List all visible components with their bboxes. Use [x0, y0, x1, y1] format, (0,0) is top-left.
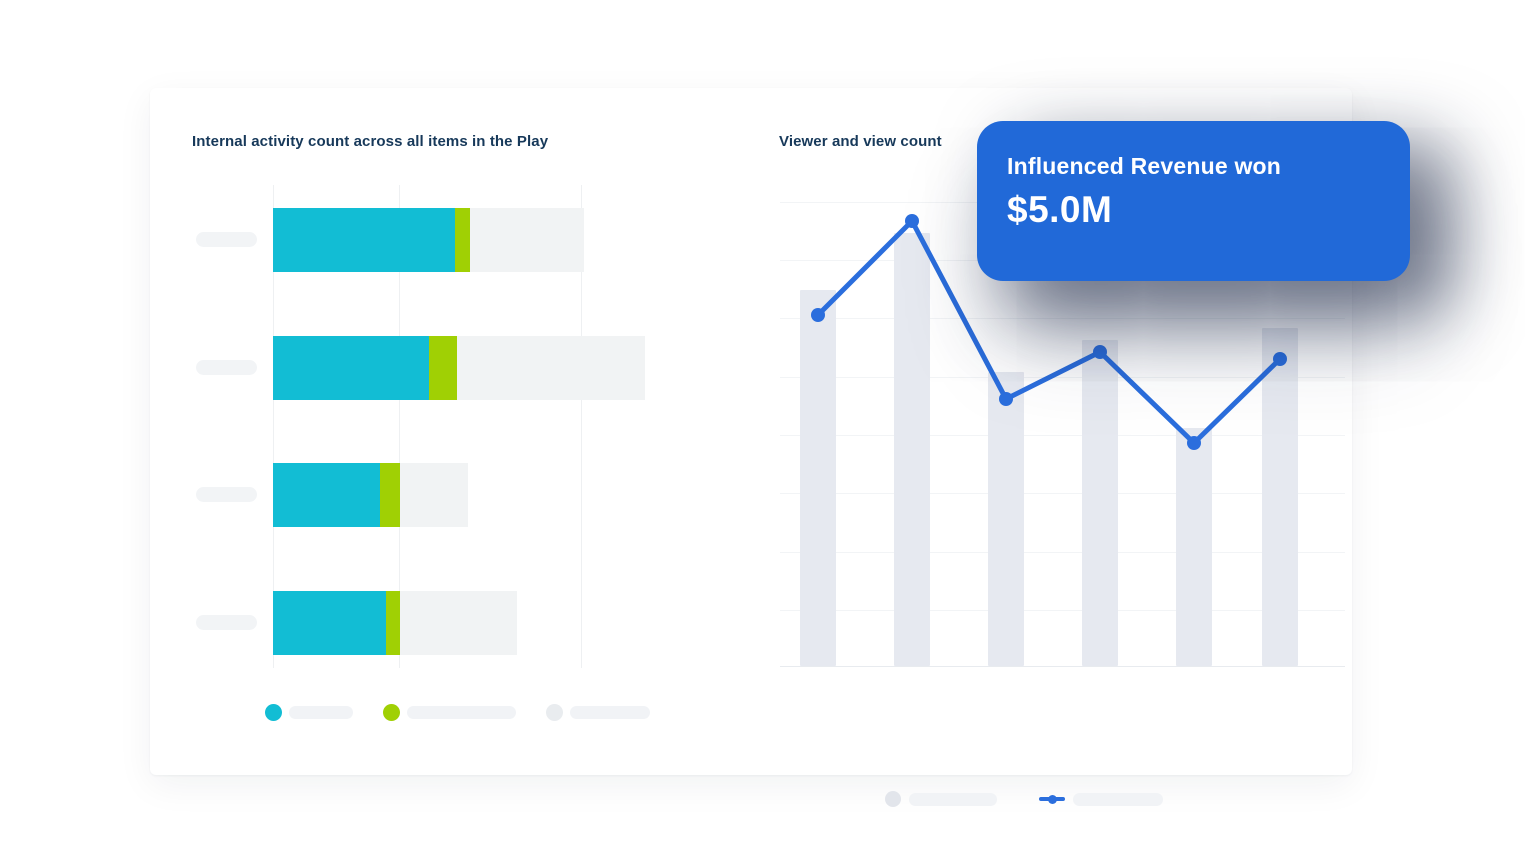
bar-segment-series-3-gray — [457, 336, 645, 400]
dashboard-panel: Internal activity count across all items… — [150, 88, 1410, 807]
line-point — [999, 392, 1013, 406]
bar-segment-series-1-cyan — [273, 208, 455, 272]
bar-segment-series-3-gray — [400, 463, 468, 527]
stacked-bar-row — [273, 591, 517, 655]
gridline-vertical — [273, 185, 274, 668]
combo-bar — [988, 372, 1024, 666]
legend-label-skeleton — [909, 792, 997, 806]
legend-item — [1039, 791, 1163, 807]
legend-label-skeleton — [289, 706, 353, 719]
combo-bar — [800, 290, 836, 666]
influenced-revenue-callout: Influenced Revenue won $5.0M — [977, 121, 1410, 281]
legend-item — [885, 791, 997, 807]
gridline-vertical — [399, 185, 400, 668]
bar-segment-series-2-green — [386, 591, 400, 655]
line-point — [905, 214, 919, 228]
legend-line-dot-icon — [1047, 794, 1057, 804]
stacked-bar-chart — [273, 185, 673, 668]
left-chart-title: Internal activity count across all items… — [192, 133, 549, 150]
bar-segment-series-2-green — [429, 336, 457, 400]
left-chart-legend — [265, 704, 650, 721]
legend-line-marker-icon — [1039, 791, 1065, 807]
legend-label-skeleton — [1073, 792, 1163, 806]
line-point — [1273, 352, 1287, 366]
right-chart-title: Viewer and view count — [779, 133, 942, 150]
bar-segment-series-3-gray — [400, 591, 517, 655]
right-chart-legend — [885, 791, 1163, 807]
bar-segment-series-1-cyan — [273, 336, 429, 400]
gridline-horizontal — [780, 493, 1345, 494]
legend-dot-icon — [265, 704, 282, 721]
combo-chart — [780, 195, 1345, 667]
gridline-vertical — [581, 185, 582, 668]
combo-bar — [1176, 428, 1212, 666]
line-path — [815, 218, 1283, 446]
gridline-horizontal — [780, 552, 1345, 553]
callout-value: $5.0M — [1007, 189, 1113, 230]
legend-item — [383, 704, 516, 721]
line-series — [811, 214, 1287, 450]
legend-dot-icon — [546, 704, 563, 721]
bar-segment-series-3-gray — [470, 208, 584, 272]
line-point — [1093, 345, 1107, 359]
stacked-bar-row — [273, 463, 468, 527]
row-label-skeleton — [196, 232, 257, 247]
stacked-bar-row — [273, 208, 584, 272]
row-label-skeleton — [196, 360, 257, 375]
bar-segment-series-2-green — [455, 208, 470, 272]
bar-segment-series-1-cyan — [273, 591, 386, 655]
bar-segment-series-1-cyan — [273, 463, 380, 527]
row-label-skeleton — [196, 487, 257, 502]
combo-bar — [1262, 328, 1298, 666]
gridline-horizontal — [780, 435, 1345, 436]
legend-label-skeleton — [407, 706, 516, 719]
gridline-horizontal — [780, 318, 1345, 319]
legend-dot-icon — [383, 704, 400, 721]
legend-label-skeleton — [570, 706, 650, 719]
legend-dot-icon — [885, 791, 901, 807]
callout-title: Influenced Revenue won — [1007, 153, 1282, 179]
row-label-skeleton — [196, 615, 257, 630]
x-axis-line — [780, 666, 1345, 667]
line-point — [1187, 436, 1201, 450]
legend-item — [265, 704, 353, 721]
line-point — [811, 308, 825, 322]
legend-item — [546, 704, 650, 721]
combo-bar — [1082, 340, 1118, 666]
bar-segment-series-2-green — [380, 463, 400, 527]
gridline-horizontal — [780, 377, 1345, 378]
stacked-bar-row — [273, 336, 645, 400]
combo-bar — [894, 233, 930, 666]
gridline-horizontal — [780, 610, 1345, 611]
